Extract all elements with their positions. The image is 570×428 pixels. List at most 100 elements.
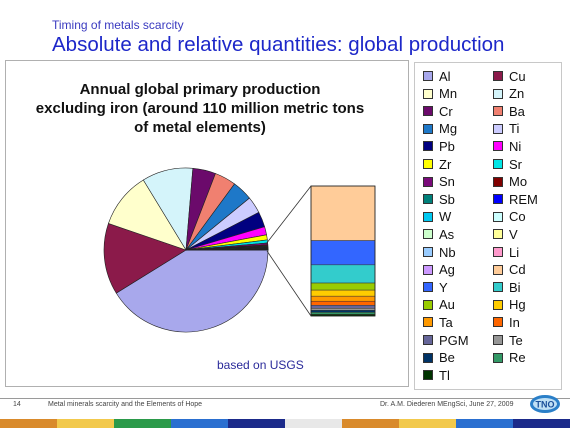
legend-label: Cr xyxy=(439,103,453,119)
legend-label: Cd xyxy=(509,262,526,278)
legend-item-au: Au xyxy=(423,296,455,314)
legend-item-v: V xyxy=(493,225,518,243)
legend-swatch xyxy=(493,106,503,117)
legend-label: Be xyxy=(439,350,455,366)
legend-label: Re xyxy=(509,350,526,366)
legend-item-w: W xyxy=(423,208,451,226)
strip-segment xyxy=(399,419,456,428)
detail-bar-segment-pgm xyxy=(310,305,376,309)
connector-line xyxy=(266,250,312,317)
legend-item-rem: REM xyxy=(493,190,538,208)
legend-label: PGM xyxy=(439,332,469,348)
legend-item-ta: Ta xyxy=(423,313,453,331)
legend-item-zr: Zr xyxy=(423,155,451,173)
detail-bar-segment-te xyxy=(310,308,376,311)
legend-swatch xyxy=(493,264,503,275)
legend-item-sr: Sr xyxy=(493,155,522,173)
slide-title: Absolute and relative quantities: global… xyxy=(52,33,505,56)
legend-item-tl: Tl xyxy=(423,366,450,384)
legend-swatch xyxy=(423,88,433,99)
legend-swatch xyxy=(493,335,503,345)
legend-label: Mo xyxy=(509,174,528,190)
legend-swatch xyxy=(423,335,433,345)
strip-segment xyxy=(342,419,399,428)
legend-item-mn: Mn xyxy=(423,85,457,103)
chart-title: Annual global primary production excludi… xyxy=(25,80,375,137)
legend-item-mo: Mo xyxy=(493,173,527,191)
legend-item-cu: Cu xyxy=(493,67,526,85)
source-note: based on USGS xyxy=(217,358,304,372)
footer-divider xyxy=(0,398,570,399)
legend-item-as: As xyxy=(423,225,454,243)
legend-swatch xyxy=(493,194,503,205)
slide-kicker: Timing of metals scarcity xyxy=(52,18,184,32)
legend-swatch xyxy=(423,106,433,117)
legend-item-ti: Ti xyxy=(493,120,519,138)
legend-swatch xyxy=(423,123,433,134)
legend-label: Zr xyxy=(439,156,452,172)
detail-bar-segment-y xyxy=(310,240,376,266)
legend-swatch xyxy=(493,176,503,187)
legend-label: Ag xyxy=(439,262,455,278)
legend-swatch xyxy=(423,176,433,187)
legend-swatch xyxy=(493,141,503,152)
legend-swatch xyxy=(423,71,433,81)
detail-bar-segment-au xyxy=(310,282,376,291)
detail-bar-segment-be xyxy=(310,310,376,313)
legend-swatch xyxy=(423,211,433,222)
legend-label: Ta xyxy=(439,314,453,330)
pie-slice-al xyxy=(115,249,269,333)
strip-segment xyxy=(0,419,57,428)
strip-segment xyxy=(114,419,171,428)
legend-label: Al xyxy=(439,68,451,84)
legend-item-ag: Ag xyxy=(423,261,455,279)
legend-label: Sn xyxy=(439,174,455,190)
chart-title-line: excluding iron (around 110 million metri… xyxy=(35,100,365,117)
legend-label: Ni xyxy=(509,138,522,154)
legend-item-sn: Sn xyxy=(423,173,455,191)
legend-swatch xyxy=(493,317,503,328)
strip-segment xyxy=(57,419,114,428)
legend-label: V xyxy=(509,226,518,242)
legend-swatch xyxy=(423,317,433,328)
legend-swatch xyxy=(423,352,433,363)
legend-item-ba: Ba xyxy=(493,102,525,120)
legend-swatch xyxy=(493,71,503,81)
legend-item-cd: Cd xyxy=(493,261,526,279)
detail-bar-segment-re xyxy=(310,312,376,315)
legend-swatch xyxy=(423,159,433,169)
legend-item-ni: Ni xyxy=(493,137,521,155)
legend-swatch xyxy=(423,370,433,381)
detail-bar-segment-cd xyxy=(310,185,376,241)
chart-title-line: of metal elements) xyxy=(134,119,266,136)
strip-segment xyxy=(513,419,570,428)
detail-bar-outline xyxy=(310,185,376,317)
legend-label: Hg xyxy=(509,297,526,313)
legend-swatch xyxy=(493,229,503,240)
legend-label: Li xyxy=(509,244,520,260)
legend-item-pgm: PGM xyxy=(423,331,469,349)
legend-label: Ti xyxy=(509,121,520,137)
pie-slice-cu xyxy=(103,223,187,294)
legend-swatch xyxy=(493,352,503,363)
legend-swatch xyxy=(423,194,433,205)
legend-label: Mg xyxy=(439,121,458,137)
legend-swatch xyxy=(423,264,433,275)
detail-bar-segment-ta xyxy=(310,295,376,302)
legend-label: Sb xyxy=(439,191,455,207)
legend-label: Mn xyxy=(439,86,458,102)
legend-label: W xyxy=(439,209,452,225)
strip-segment xyxy=(285,419,342,428)
chart-title-line: Annual global primary production xyxy=(79,81,321,98)
legend-item-pb: Pb xyxy=(423,137,455,155)
detail-bar-segment-hg xyxy=(310,289,376,297)
legend-swatch xyxy=(493,88,503,99)
legend-swatch xyxy=(493,123,503,134)
connector-line xyxy=(265,185,312,245)
detail-bar-segment-bi xyxy=(310,264,376,284)
footer-presentation-title: Metal minerals scarcity and the Elements… xyxy=(48,401,203,408)
legend-item-hg: Hg xyxy=(493,296,526,314)
legend-label: Bi xyxy=(509,279,521,295)
